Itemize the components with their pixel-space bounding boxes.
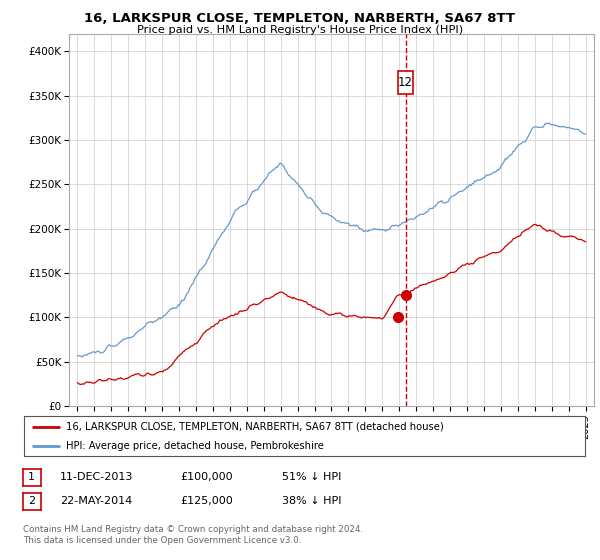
Text: 38% ↓ HPI: 38% ↓ HPI xyxy=(282,496,341,506)
Text: 11-DEC-2013: 11-DEC-2013 xyxy=(60,472,133,482)
Text: 16, LARKSPUR CLOSE, TEMPLETON, NARBERTH, SA67 8TT (detached house): 16, LARKSPUR CLOSE, TEMPLETON, NARBERTH,… xyxy=(66,422,444,432)
Text: 12: 12 xyxy=(398,76,413,89)
Text: Price paid vs. HM Land Registry's House Price Index (HPI): Price paid vs. HM Land Registry's House … xyxy=(137,25,463,35)
Text: £125,000: £125,000 xyxy=(180,496,233,506)
FancyBboxPatch shape xyxy=(398,71,413,94)
Text: Contains HM Land Registry data © Crown copyright and database right 2024.
This d: Contains HM Land Registry data © Crown c… xyxy=(23,525,363,545)
Text: 22-MAY-2014: 22-MAY-2014 xyxy=(60,496,132,506)
Text: 2: 2 xyxy=(28,496,35,506)
Text: £100,000: £100,000 xyxy=(180,472,233,482)
Text: 16, LARKSPUR CLOSE, TEMPLETON, NARBERTH, SA67 8TT: 16, LARKSPUR CLOSE, TEMPLETON, NARBERTH,… xyxy=(85,12,515,25)
Text: 1: 1 xyxy=(28,472,35,482)
Text: HPI: Average price, detached house, Pembrokeshire: HPI: Average price, detached house, Pemb… xyxy=(66,441,324,450)
Text: 51% ↓ HPI: 51% ↓ HPI xyxy=(282,472,341,482)
